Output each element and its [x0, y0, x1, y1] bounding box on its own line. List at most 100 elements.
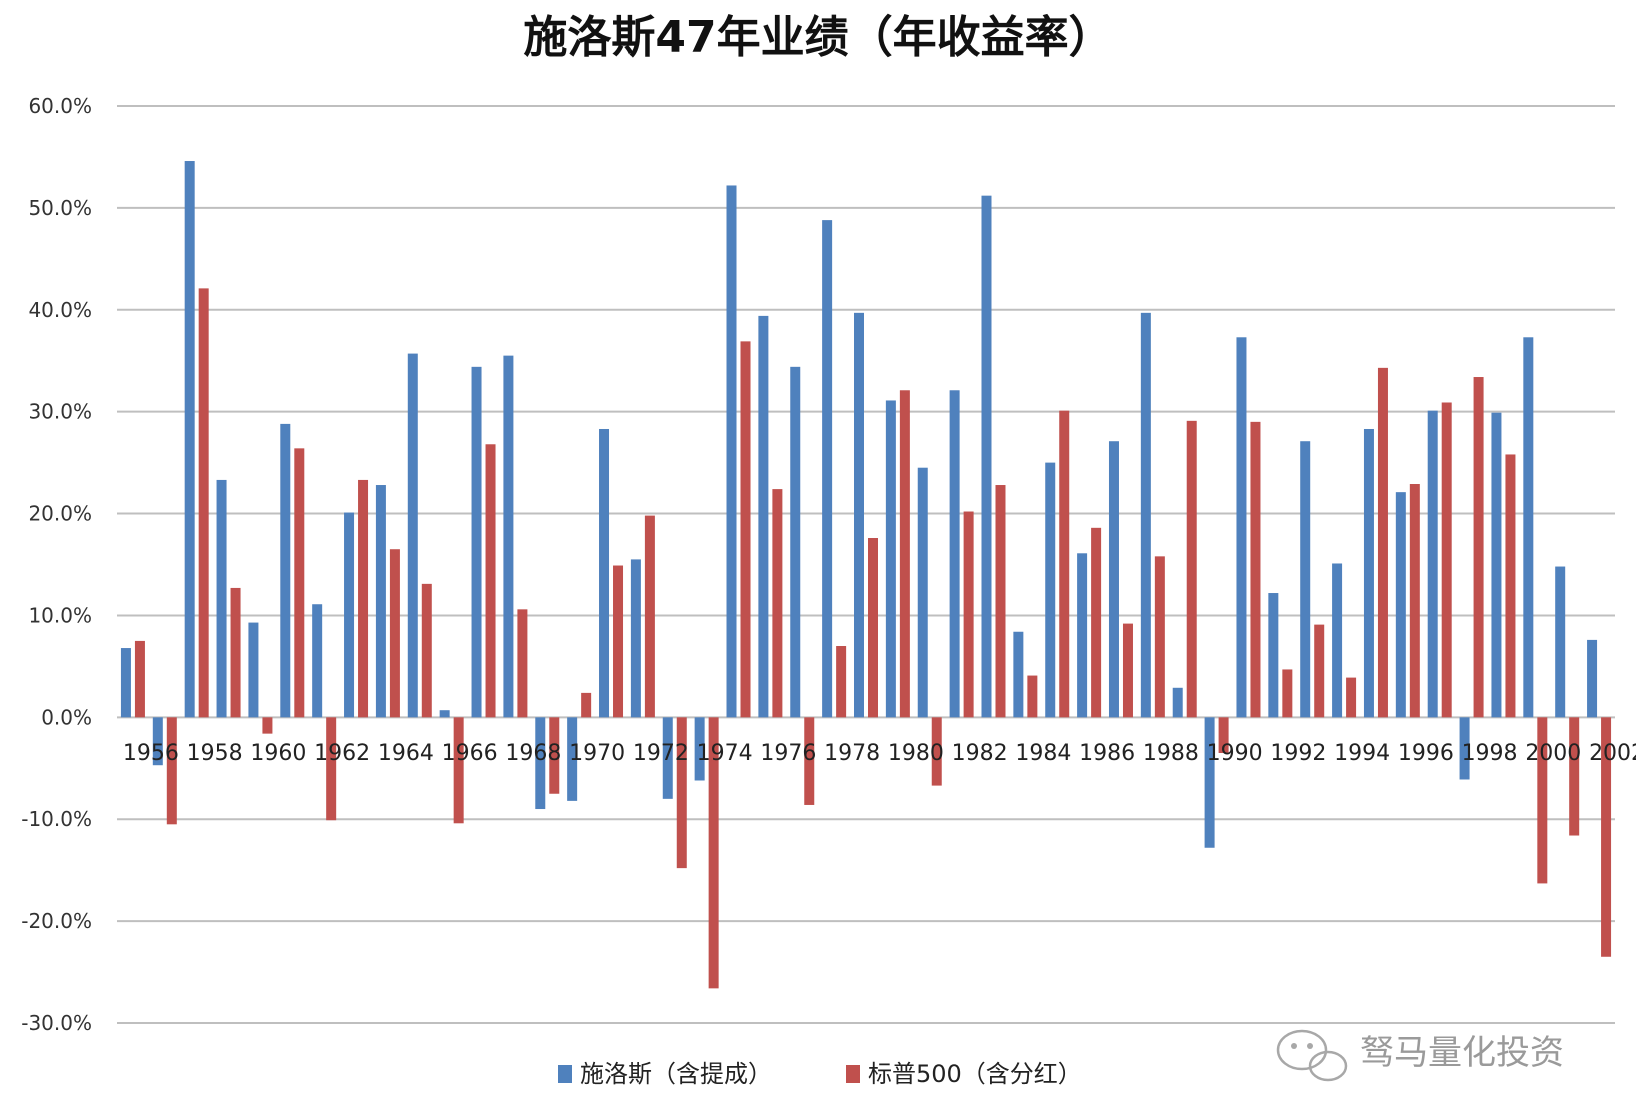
x-tick-label: 1986 [1079, 741, 1135, 766]
bar-sp500-1965 [421, 583, 432, 718]
y-tick-label: 20.0% [28, 502, 92, 526]
bar-sp500-1990 [1218, 717, 1229, 753]
bar-sp500-1977 [804, 717, 815, 805]
x-tick-label: 1984 [1015, 741, 1071, 766]
bar-schloss-2000 [1523, 337, 1534, 718]
bar-sp500-1978 [836, 646, 847, 718]
gridlines [117, 105, 1615, 1024]
x-tick-label: 1992 [1270, 741, 1326, 766]
y-tick-label: 60.0% [28, 94, 92, 118]
bar-schloss-1961 [280, 423, 291, 718]
bar-sp500-1992 [1282, 669, 1293, 718]
x-tick-label: 1990 [1207, 741, 1263, 766]
bar-schloss-1967 [471, 366, 482, 718]
bar-sp500-1976 [772, 489, 783, 718]
x-tick-label: 1980 [888, 741, 944, 766]
watermark: 驽马量化投资 [1276, 1029, 1564, 1082]
bar-sp500-1966 [453, 717, 464, 824]
x-axis-ticks: 1956 1958 1960 1962 1964 1966 1968 1970 1972 1974… [123, 741, 1636, 766]
bar-schloss-1980 [885, 400, 896, 718]
bar-schloss-1983 [981, 195, 992, 718]
bar-schloss-1966 [439, 710, 450, 718]
x-tick-label: 2000 [1525, 741, 1581, 766]
bar-sp500-1984 [1027, 675, 1038, 718]
bar-schloss-1956 [120, 648, 131, 718]
x-tick-label: 1996 [1398, 741, 1454, 766]
x-tick-label: 2002 [1589, 741, 1636, 766]
legend-swatch-schloss [558, 1065, 572, 1083]
legend-swatch-sp500 [846, 1065, 860, 1083]
bar-schloss-1990 [1204, 717, 1215, 848]
bar-sp500-1968 [517, 609, 528, 718]
y-tick-label: 10.0% [28, 603, 92, 627]
bar-sp500-1988 [1154, 556, 1165, 718]
bar-schloss-1982 [949, 390, 960, 718]
bar-sp500-1964 [389, 549, 400, 718]
bar-schloss-1964 [375, 485, 386, 718]
bar-schloss-1979 [854, 312, 864, 718]
bar-schloss-1965 [407, 353, 418, 718]
legend-label-schloss: 施洛斯（含提成） [580, 1060, 772, 1088]
bar-sp500-1999 [1505, 454, 1516, 718]
bar-sp500-1957 [166, 717, 177, 825]
bar-schloss-1972 [630, 559, 641, 718]
bar-sp500-1972 [644, 515, 655, 718]
bar-schloss-1995 [1363, 428, 1374, 718]
bar-schloss-1984 [1013, 631, 1024, 718]
x-tick-label: 1988 [1143, 741, 1199, 766]
bar-schloss-1957 [152, 717, 163, 766]
x-tick-label: 1966 [442, 741, 498, 766]
bar-schloss-1985 [1045, 462, 1056, 718]
y-axis-ticks: 60.0% 50.0% 40.0% 30.0% 20.0% 10.0% 0.0% -10.0%… [21, 94, 92, 1035]
x-tick-label: 1972 [633, 741, 689, 766]
bar-schloss-1969 [535, 717, 546, 810]
x-tick-label: 1956 [123, 741, 179, 766]
y-tick-label: 40.0% [28, 298, 92, 322]
bar-sp500-1969 [549, 717, 560, 794]
bar-schloss-1973 [662, 717, 673, 799]
bar-sp500-1980 [899, 390, 910, 718]
y-tick-label: -30.0% [21, 1011, 92, 1035]
bar-schloss-1987 [1108, 441, 1119, 718]
bar-sp500-1973 [676, 717, 687, 869]
bar-sp500-1970 [581, 692, 592, 718]
bar-schloss-1998 [1459, 717, 1470, 780]
x-tick-label: 1994 [1334, 741, 1390, 766]
x-tick-label: 1968 [505, 741, 561, 766]
bar-schloss-1986 [1077, 553, 1088, 718]
x-tick-label: 1978 [824, 741, 880, 766]
bar-schloss-1981 [917, 467, 928, 718]
x-tick-label: 1962 [314, 741, 370, 766]
bar-schloss-1958 [184, 161, 195, 718]
chart-title: 施洛斯47年业绩（年收益率） [523, 12, 1112, 63]
bar-sp500-1958 [198, 288, 209, 718]
bar-sp500-1985 [1059, 410, 1070, 718]
bar-schloss-2001 [1555, 566, 1566, 718]
bar-sp500-1961 [294, 448, 305, 718]
bar-sp500-1960 [262, 717, 273, 734]
x-tick-label: 1976 [760, 741, 816, 766]
bar-schloss-1991 [1236, 337, 1247, 718]
bar-schloss-2002 [1587, 639, 1598, 718]
y-tick-label: -10.0% [21, 807, 92, 831]
x-tick-label: 1958 [187, 741, 243, 766]
x-tick-label: 1974 [697, 741, 753, 766]
bar-sp500-1963 [358, 479, 369, 718]
bar-schloss-1962 [312, 604, 323, 718]
bar-sp500-1998 [1473, 377, 1484, 718]
bar-sp500-1993 [1314, 624, 1325, 718]
bar-sp500-1956 [134, 640, 145, 718]
watermark-text: 驽马量化投资 [1360, 1033, 1564, 1073]
bar-schloss-1960 [248, 622, 259, 718]
x-tick-label: 1998 [1462, 741, 1518, 766]
bar-sp500-1983 [995, 485, 1006, 718]
bar-schloss-1968 [503, 355, 514, 718]
bar-sp500-1991 [1250, 421, 1261, 718]
bar-sp500-1995 [1377, 367, 1388, 718]
bar-schloss-1999 [1491, 412, 1502, 718]
bars [120, 161, 1612, 989]
x-tick-label: 1960 [250, 741, 306, 766]
bar-sp500-1967 [485, 444, 496, 718]
bar-sp500-1981 [931, 717, 942, 786]
